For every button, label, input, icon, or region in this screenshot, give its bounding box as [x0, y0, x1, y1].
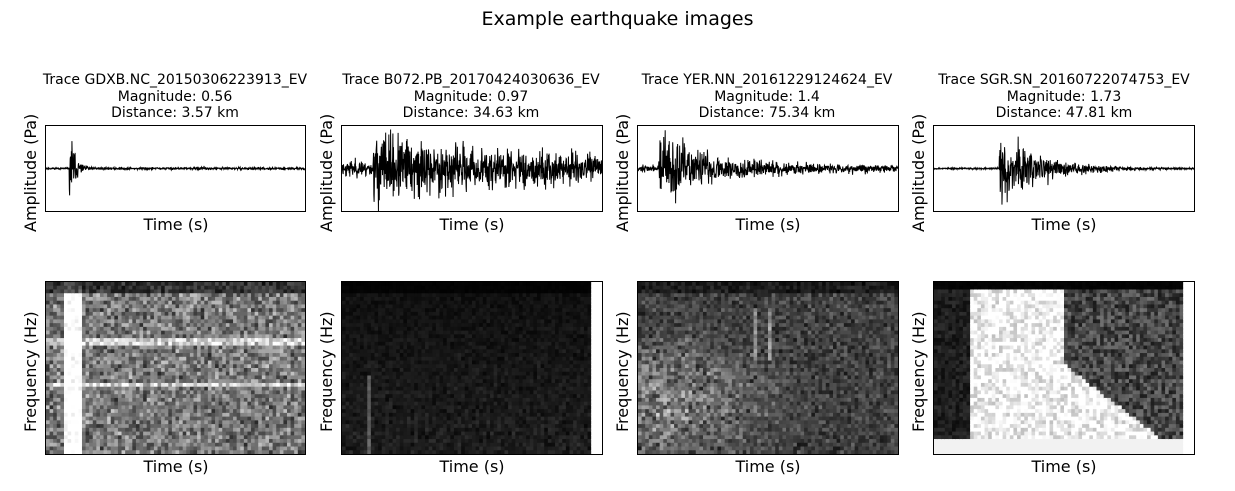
waveform-ylabel: Amplitude (Pa)	[317, 113, 336, 232]
spectrogram-plot	[933, 281, 1195, 455]
panel-title: Trace B072.PB_20170424030636_EV Magnitud…	[321, 72, 621, 122]
spectrogram-plot	[637, 281, 899, 455]
waveform-trace	[934, 136, 1194, 205]
waveform-plot	[45, 125, 306, 212]
waveform-ylabel: Amplitude (Pa)	[909, 113, 928, 232]
waveform-plot	[637, 125, 899, 212]
spectrogram-ylabel: Frequency (Hz)	[21, 311, 40, 432]
spectrogram-plot	[341, 281, 603, 455]
waveform-ylabel: Amplitude (Pa)	[613, 113, 632, 232]
waveform-ylabel: Amplitude (Pa)	[21, 113, 40, 232]
waveform-trace	[342, 129, 602, 211]
spectrogram-image	[46, 282, 305, 454]
figure-title: Example earthquake images	[481, 8, 754, 30]
spectrogram-ylabel: Frequency (Hz)	[317, 311, 336, 432]
magnitude-label: Magnitude: 1.73	[1006, 88, 1122, 105]
spectrogram-ylabel: Frequency (Hz)	[613, 311, 632, 432]
waveform-xlabel: Time (s)	[735, 215, 801, 234]
trace-name: Trace B072.PB_20170424030636_EV	[342, 72, 600, 88]
spectrogram-image	[934, 282, 1194, 454]
trace-name: Trace SGR.SN_20160722074753_EV	[938, 72, 1190, 88]
trace-name: Trace GDXB.NC_20150306223913_EV	[42, 72, 308, 88]
panel-title: Trace SGR.SN_20160722074753_EV Magnitude…	[914, 72, 1214, 122]
spectrogram-plot	[45, 281, 306, 455]
waveform-xlabel: Time (s)	[1031, 215, 1097, 234]
spectrogram-xlabel: Time (s)	[143, 457, 209, 476]
spectrogram-xlabel: Time (s)	[735, 457, 801, 476]
waveform-trace	[638, 130, 898, 204]
spectrogram-xlabel: Time (s)	[439, 457, 505, 476]
magnitude-label: Magnitude: 0.56	[117, 88, 233, 105]
magnitude-label: Magnitude: 1.4	[714, 88, 820, 105]
panel-title: Trace GDXB.NC_20150306223913_EV Magnitud…	[25, 72, 325, 122]
trace-name: Trace YER.NN_20161229124624_EV	[641, 72, 893, 88]
magnitude-label: Magnitude: 0.97	[413, 88, 529, 105]
waveform-plot	[933, 125, 1195, 212]
waveform-plot	[341, 125, 603, 212]
waveform-trace	[46, 141, 305, 196]
panel-title: Trace YER.NN_20161229124624_EV Magnitude…	[617, 72, 917, 122]
spectrogram-ylabel: Frequency (Hz)	[909, 311, 928, 432]
distance-label: Distance: 47.81 km	[995, 105, 1133, 121]
spectrogram-image	[638, 282, 898, 454]
distance-label: Distance: 3.57 km	[111, 105, 239, 121]
spectrogram-xlabel: Time (s)	[1031, 457, 1097, 476]
distance-label: Distance: 75.34 km	[698, 105, 836, 121]
waveform-xlabel: Time (s)	[143, 215, 209, 234]
distance-label: Distance: 34.63 km	[402, 105, 540, 121]
spectrogram-image	[342, 282, 602, 454]
waveform-xlabel: Time (s)	[439, 215, 505, 234]
